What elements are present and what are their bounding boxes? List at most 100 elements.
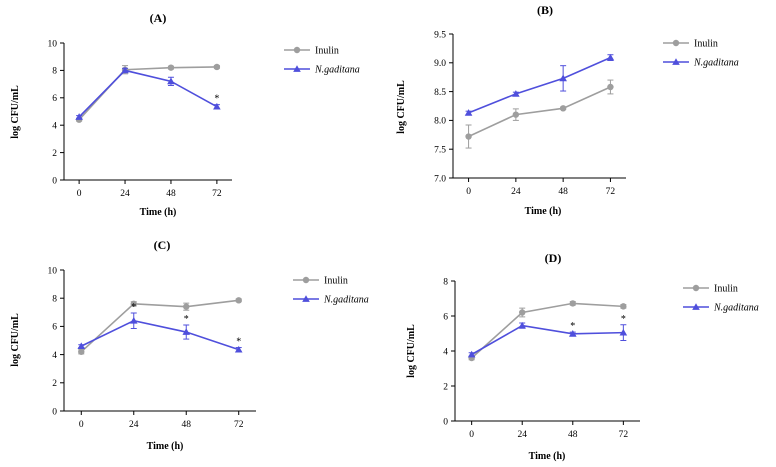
x-tick-label: 24 [120,189,130,199]
data-point [183,303,190,310]
y-tick-label: 0 [52,407,57,417]
y-tick-label: 7.0 [434,174,446,184]
data-point [559,74,567,82]
x-tick-label: 24 [129,420,139,430]
x-tick-label: 72 [234,420,244,430]
data-point [130,300,137,308]
y-tick-label: 8 [52,295,57,305]
legend-label: N.gaditana [314,65,360,76]
legend-swatch-marker [692,284,700,292]
significance-asterisk: * [570,321,575,332]
y-tick-label: 7.5 [434,146,446,156]
data-point [121,66,129,74]
data-point [568,330,577,337]
y-tick-label: 2 [443,382,448,392]
series-n-gaditana [75,66,221,120]
data-point [129,316,138,324]
data-point [607,83,614,91]
y-tick-label: 9.0 [434,59,446,69]
legend: Inulin N.gaditana [284,46,360,76]
legend-label: Inulin [694,39,718,50]
data-point [213,63,221,71]
y-axis-title: log CFU/mL [406,324,417,378]
series-line [471,324,624,356]
data-point [167,64,175,71]
data-point [569,300,576,307]
y-tick-label: 6 [443,312,448,322]
x-tick-label: 48 [181,420,191,430]
data-point [512,111,520,118]
y-tick-label: 10 [48,266,58,276]
legend-label: N.gaditana [693,58,739,69]
y-axis-title: log CFU/mL [396,80,407,134]
legend-swatch-marker [672,39,680,47]
x-tick-label: 72 [606,187,616,197]
significance-asterisk: * [131,302,136,313]
data-point [235,297,242,304]
y-tick-label: 8 [443,277,448,287]
x-tick-label: 0 [79,420,84,430]
series-n-gaditana [464,53,615,116]
legend-swatch-marker [302,276,310,284]
panel-b: (B) 7.0 7.5 8.0 8.5 9.0 9.5 0 24 48 72 Time (h) log … [396,3,739,217]
y-tick-label: 2 [52,379,57,389]
legend-swatch-marker [672,58,680,65]
y-tick-label: 4 [443,347,448,357]
legend-swatch-marker [302,295,310,302]
significance-asterisk: * [184,314,189,325]
legend-label: Inulin [315,46,339,57]
series-line [80,299,239,353]
data-point [467,350,476,358]
x-tick-label: 24 [517,430,527,440]
series-line [80,319,239,351]
y-tick-label: 8.0 [434,117,446,127]
x-tick-label: 0 [469,430,474,440]
legend-label: N.gaditana [323,295,369,306]
data-point [512,90,520,97]
panel-title: (A) [150,11,167,25]
data-point [213,102,221,110]
y-tick-label: 4 [52,351,57,361]
x-tick-label: 72 [212,189,222,199]
data-point [619,328,628,336]
series-n-gaditana [77,312,243,353]
series-line [468,86,611,138]
x-tick-label: 0 [77,189,82,199]
y-tick-label: 8.5 [434,88,446,98]
legend: Inulin N.gaditana [293,276,369,306]
legend-label: Inulin [714,284,738,295]
series-inulin [468,300,627,362]
data-point [519,309,526,316]
y-tick-label: 0 [52,176,57,186]
data-point [620,303,627,310]
series-inulin [75,63,221,123]
data-point [559,105,567,112]
series-line [78,69,218,118]
data-point [77,342,86,349]
legend-label: N.gaditana [713,303,759,314]
data-point [75,113,83,120]
series-inulin [465,79,614,149]
y-tick-label: 10 [48,39,58,49]
x-tick-label: 48 [166,189,176,199]
x-axis-title: Time (h) [140,207,177,218]
x-tick-label: 24 [511,187,521,197]
y-tick-label: 0 [443,417,448,427]
data-point [234,345,243,353]
x-axis-title: Time (h) [525,206,562,217]
x-axis-title: Time (h) [529,451,566,462]
legend: Inulin N.gaditana [683,284,759,314]
x-tick-label: 48 [568,430,578,440]
y-tick-label: 6 [52,323,57,333]
x-tick-label: 48 [558,187,568,197]
data-point [606,53,615,61]
data-point [167,77,175,85]
series-inulin [78,297,242,355]
y-tick-label: 6 [52,94,57,104]
legend-swatch-marker [293,46,301,54]
y-tick-label: 9.5 [434,30,446,40]
data-point [464,109,473,116]
legend: Inulin N.gaditana [663,39,739,69]
